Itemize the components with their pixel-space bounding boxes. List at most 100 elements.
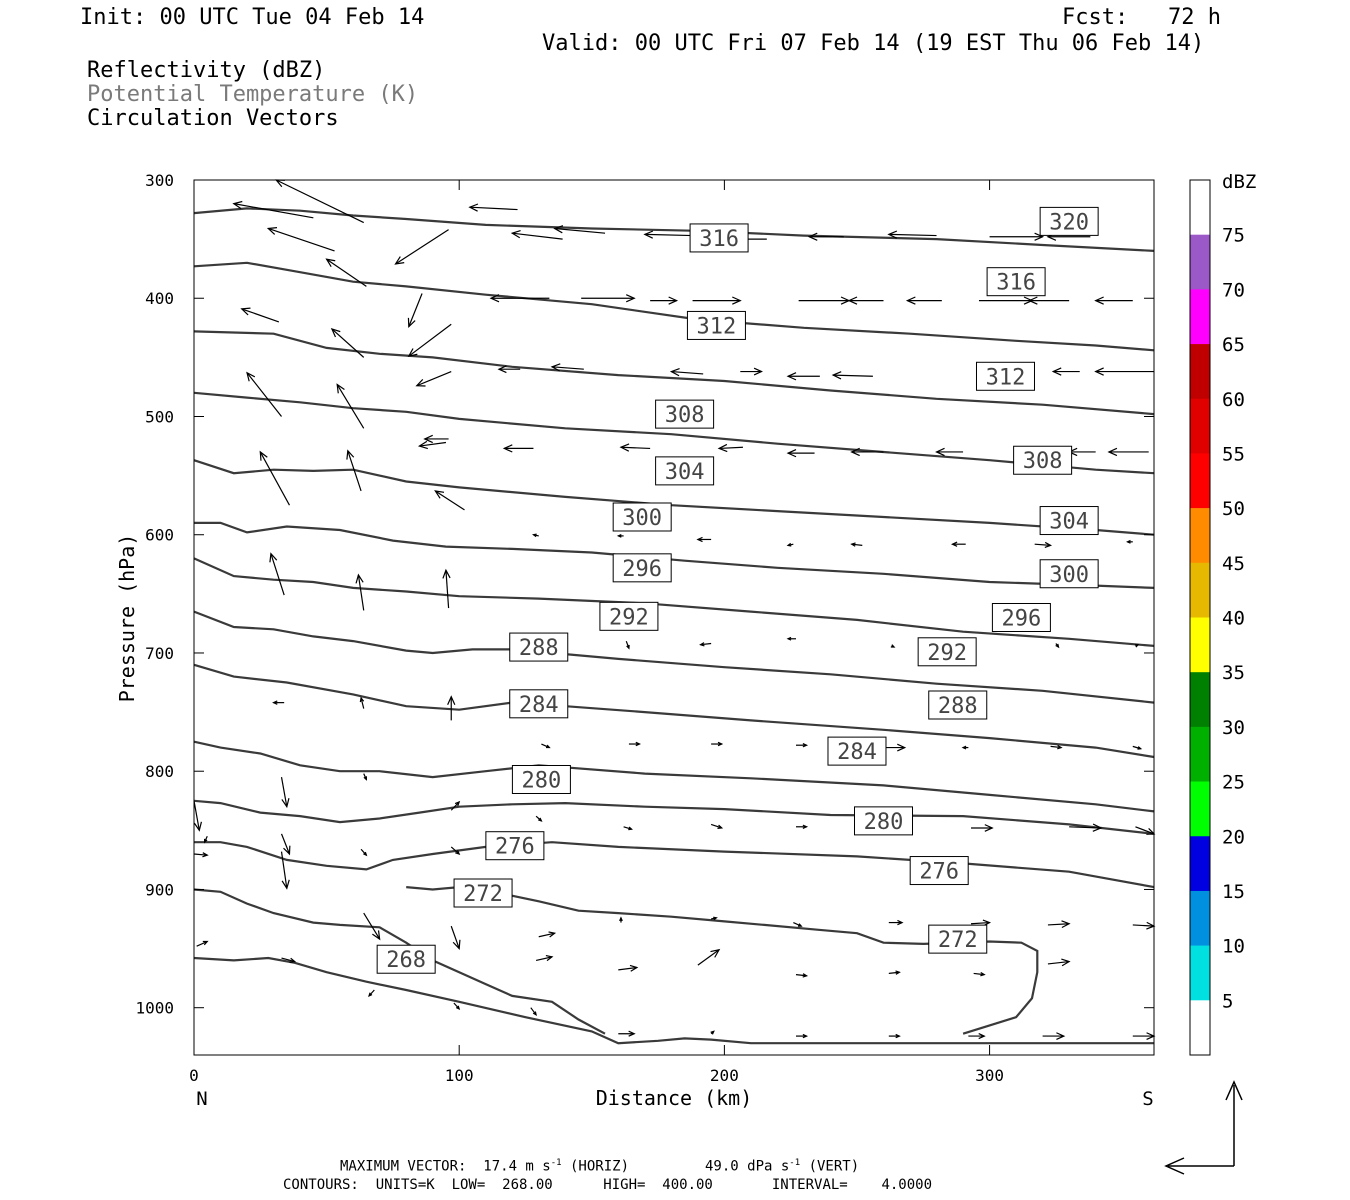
contour-label-box <box>909 856 969 886</box>
y-tick-label: 1000 <box>135 999 174 1018</box>
vector-head <box>699 642 705 647</box>
vector-head <box>550 363 561 372</box>
vector-head <box>802 1033 809 1039</box>
circulation-vector <box>415 370 452 387</box>
vector-head <box>468 203 479 212</box>
reference-vector-icon <box>1164 1080 1243 1175</box>
contour-label: 316 <box>986 267 1046 297</box>
contour-label-box <box>986 267 1046 297</box>
vector-head <box>269 552 278 563</box>
x-axis-title: Distance (km) <box>596 1086 753 1110</box>
circulation-vector <box>502 444 534 453</box>
contour-label-box <box>655 456 715 486</box>
vector-head <box>502 444 513 453</box>
circulation-vector <box>935 447 964 457</box>
vector-shaft <box>795 973 807 977</box>
circulation-vector <box>280 777 290 809</box>
vector-shaft <box>851 543 863 546</box>
contour-label: 300 <box>1039 559 1099 589</box>
circulation-vector <box>581 294 636 303</box>
vector-head <box>897 919 904 926</box>
contour-label-text: 292 <box>609 605 649 630</box>
valid-time: Valid: 00 UTC Fri 07 Feb 14 (19 EST Thu … <box>542 31 1205 56</box>
contour-label: 316 <box>689 223 749 253</box>
vector-shaft <box>360 697 365 709</box>
vector-head <box>1137 746 1143 750</box>
contour-label-text: 296 <box>1002 607 1042 632</box>
vector-head <box>887 230 898 239</box>
vector-head <box>246 371 256 382</box>
circulation-vector <box>795 973 809 978</box>
vector-shaft <box>710 823 722 829</box>
circulation-vector <box>961 745 969 750</box>
contour-label-text: 288 <box>519 636 559 661</box>
vector-head <box>831 371 842 380</box>
colorbar-swatch <box>1190 726 1210 782</box>
vector-head <box>417 440 428 450</box>
contour-label: 288 <box>509 632 569 662</box>
vector-shaft <box>888 971 900 975</box>
circulation-vector <box>196 940 209 947</box>
vector-head <box>372 930 381 941</box>
vector-head <box>628 826 633 831</box>
circulation-vector <box>434 490 465 511</box>
vector-head <box>1134 644 1140 648</box>
colorbar-label: 30 <box>1222 717 1245 739</box>
vector-head <box>538 817 543 822</box>
vector-shaft <box>408 323 452 357</box>
vector-shaft <box>450 846 460 855</box>
vector-head <box>980 971 986 977</box>
circulation-vector <box>346 449 362 492</box>
contour-label: 288 <box>928 690 988 720</box>
circulation-vector <box>1069 823 1103 832</box>
vector-shaft <box>530 1007 537 1016</box>
circulation-vector <box>360 848 368 857</box>
circulation-vector <box>850 447 884 457</box>
circulation-vector <box>710 1030 715 1035</box>
vector-shaft <box>280 851 288 889</box>
colorbar-label: 60 <box>1222 389 1245 411</box>
vector-shaft <box>326 258 367 287</box>
vector-head <box>1034 232 1045 241</box>
vector-shaft <box>1069 826 1101 829</box>
circulation-vector <box>1094 367 1154 376</box>
vector-shaft <box>196 940 208 947</box>
contour-label-text: 296 <box>622 557 662 582</box>
contour-label-text: 272 <box>463 882 503 907</box>
vector-head <box>455 1005 461 1010</box>
vector-shaft <box>241 308 280 323</box>
circulation-vector <box>450 925 461 950</box>
vector-head <box>786 542 792 547</box>
colorbar-label: 15 <box>1222 881 1245 903</box>
vector-shaft <box>833 374 873 377</box>
vector-head <box>325 258 336 268</box>
y-tick-label: 600 <box>145 526 174 545</box>
vector-head <box>510 229 521 239</box>
contour-label-box <box>655 399 715 429</box>
colorbar-label: 25 <box>1222 772 1245 794</box>
vector-shaft <box>469 206 518 211</box>
vector-head <box>1051 367 1062 376</box>
circulation-vector <box>619 443 651 452</box>
contour-label-text: 312 <box>697 314 737 339</box>
isentrope-276 <box>194 841 1155 889</box>
colorbar-swatch <box>1190 562 1210 618</box>
contour-label: 308 <box>655 399 715 429</box>
vector-shaft <box>512 232 563 240</box>
vector-head <box>1061 958 1071 967</box>
circulation-vector <box>795 742 809 748</box>
contour-label-text: 316 <box>996 271 1036 296</box>
circulation-vector <box>717 443 743 453</box>
vector-head <box>447 695 456 705</box>
circulation-vector <box>1055 643 1060 649</box>
colorbar-label: 40 <box>1222 608 1245 630</box>
contour-label-box <box>485 831 545 861</box>
contour-label: 276 <box>485 831 545 861</box>
vector-head <box>890 644 896 648</box>
circulation-vector <box>363 912 381 941</box>
max-vector-line: MAXIMUM VECTOR: 17.4 m s-1 (HORIZ) 49.0 d… <box>340 1158 860 1175</box>
vector-head <box>266 227 278 235</box>
x-label-north: N <box>196 1088 207 1110</box>
vector-head <box>1094 367 1104 376</box>
contour-label: 300 <box>612 502 672 532</box>
